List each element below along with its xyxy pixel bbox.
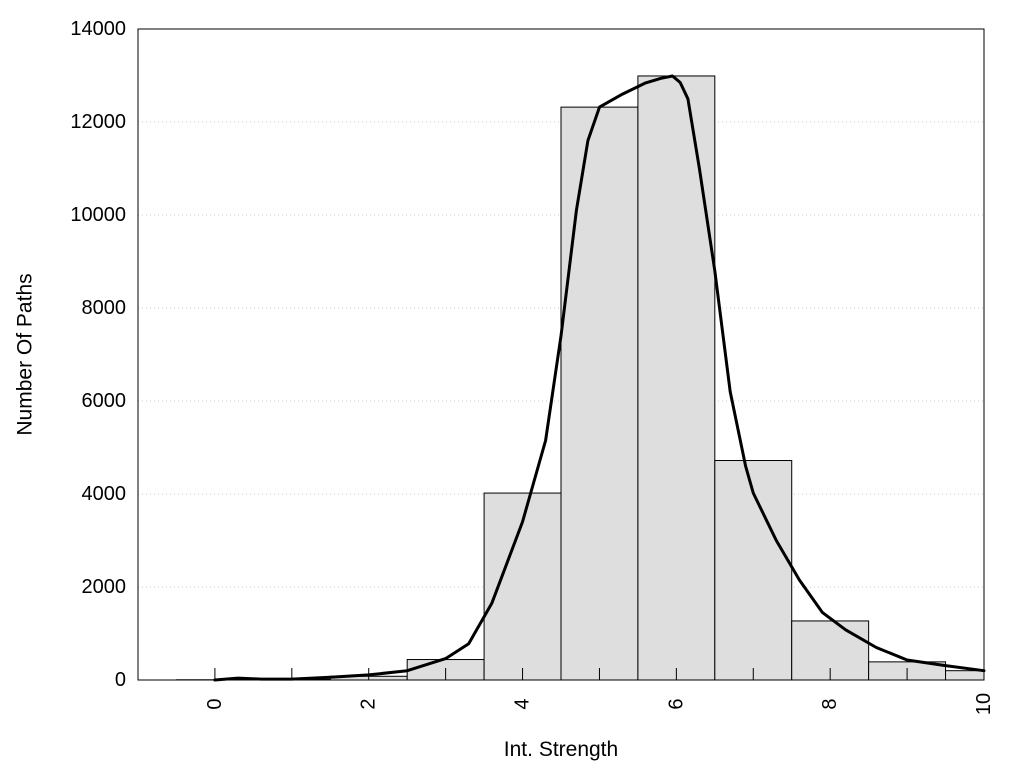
grid-lines xyxy=(138,121,984,588)
fit-curve xyxy=(213,74,986,682)
x-tick-label-6: 6 xyxy=(665,698,687,709)
fit-curve-layer xyxy=(213,74,986,682)
x-axis-ticks: 0 2 4 6 8 10 xyxy=(204,668,995,715)
x-tick-label-4: 4 xyxy=(512,698,534,709)
y-tick-label-10000: 10000 xyxy=(70,204,126,226)
x-tick-label-8: 8 xyxy=(819,698,841,709)
y-axis-title: Number Of Paths xyxy=(14,273,37,435)
y-tick-label-14000: 14000 xyxy=(70,18,126,40)
y-tick-label-0: 0 xyxy=(115,669,126,691)
x-tick-label-2: 2 xyxy=(358,698,380,709)
plot-area-frame xyxy=(137,28,985,681)
y-tick-label-6000: 6000 xyxy=(82,390,127,412)
y-tick-label-12000: 12000 xyxy=(70,111,126,133)
x-axis-title: Int. Strength xyxy=(504,738,618,761)
bar-10 xyxy=(945,670,985,681)
y-tick-label-8000: 8000 xyxy=(82,297,127,319)
bar-7 xyxy=(714,460,793,681)
y-tick-label-2000: 2000 xyxy=(82,576,127,598)
bar-6 xyxy=(637,75,716,681)
x-tick-label-0: 0 xyxy=(204,698,226,709)
histogram-bars xyxy=(175,75,985,681)
x-tick-label-10: 10 xyxy=(973,693,995,715)
y-tick-label-4000: 4000 xyxy=(82,483,127,505)
y-axis-ticks: 0 2000 4000 6000 8000 10000 12000 14000 xyxy=(70,18,126,691)
bar-5 xyxy=(560,106,639,681)
